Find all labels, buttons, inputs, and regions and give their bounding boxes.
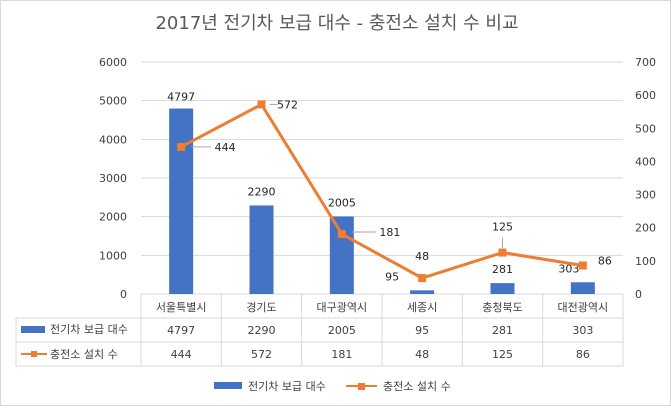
legend-label: 충전소 설치 수 bbox=[383, 380, 451, 393]
y-left-tick-label: 5000 bbox=[99, 95, 127, 108]
line-path bbox=[180, 102, 584, 280]
category-label: 경기도 bbox=[246, 301, 276, 314]
y-left-tick-label: 1000 bbox=[99, 249, 127, 262]
table-cell: 303 bbox=[572, 324, 593, 337]
table-cell: 2290 bbox=[248, 324, 276, 337]
line-data-label: 48 bbox=[415, 250, 429, 263]
legend-key-bar bbox=[214, 382, 242, 389]
table-row-label: 전기차 보급 대수 bbox=[50, 323, 128, 336]
category-label: 대구광역시 bbox=[317, 301, 368, 314]
bar-data-label: 281 bbox=[492, 263, 513, 276]
table-key-marker bbox=[31, 351, 37, 357]
bar-data-label: 2290 bbox=[248, 185, 276, 198]
line-data-label: 181 bbox=[379, 226, 400, 239]
bar bbox=[169, 108, 194, 295]
bar bbox=[490, 283, 515, 294]
legend-key-marker bbox=[358, 383, 365, 390]
line-marker bbox=[177, 142, 186, 151]
bar bbox=[249, 205, 274, 294]
category-label: 서울특별시 bbox=[156, 301, 207, 314]
category-label: 대전광역시 bbox=[558, 301, 609, 314]
table-row-label: 충전소 설치 수 bbox=[50, 348, 118, 361]
table-cell: 4797 bbox=[167, 324, 195, 337]
bar-data-label: 4797 bbox=[167, 91, 195, 104]
y-right-tick-label: 0 bbox=[635, 288, 642, 301]
table-cell: 181 bbox=[331, 348, 352, 361]
table-cell: 125 bbox=[492, 348, 513, 361]
y-right-tick-label: 200 bbox=[635, 222, 656, 235]
line-data-label: 572 bbox=[277, 98, 298, 111]
table-cell: 86 bbox=[576, 348, 590, 361]
y-right-tick-label: 600 bbox=[635, 89, 656, 102]
line-data-label: 125 bbox=[492, 221, 513, 234]
y-right-tick-label: 100 bbox=[635, 255, 656, 268]
line-series: 444 572 181 48 125 86 bbox=[177, 98, 612, 283]
y-left-tick-label: 4000 bbox=[99, 133, 127, 146]
table-cell: 2005 bbox=[328, 324, 356, 337]
table-cell: 48 bbox=[415, 348, 429, 361]
line-data-label: 86 bbox=[598, 254, 612, 267]
table-cell: 95 bbox=[415, 324, 429, 337]
y-left-tick-label: 0 bbox=[120, 288, 127, 301]
table-cell: 281 bbox=[492, 324, 513, 337]
y-right-tick-label: 500 bbox=[635, 122, 656, 135]
legend: 전기차 보급 대수 충전소 설치 수 bbox=[214, 380, 451, 393]
category-label: 세종시 bbox=[407, 301, 437, 314]
y-right-tick-label: 300 bbox=[635, 189, 656, 202]
y-left-tick-label: 3000 bbox=[99, 172, 127, 185]
category-label: 충청북도 bbox=[482, 301, 522, 314]
bar-data-label: 2005 bbox=[328, 196, 356, 209]
line-marker bbox=[337, 230, 346, 239]
table-key-bar bbox=[21, 326, 45, 333]
table-cell: 572 bbox=[251, 348, 272, 361]
bar bbox=[410, 290, 435, 294]
y-right-tick-label: 400 bbox=[635, 155, 656, 168]
y-right-tick-label: 700 bbox=[635, 56, 656, 69]
bar-data-label: 95 bbox=[385, 270, 399, 283]
y-left-tick-label: 2000 bbox=[99, 211, 127, 224]
right-axis: 0 100 200 300 400 500 600 700 bbox=[635, 56, 656, 301]
line-marker bbox=[257, 100, 266, 109]
line-marker bbox=[578, 261, 587, 270]
chart-title: 2017년 전기차 보급 대수 - 충전소 설치 수 비교 bbox=[155, 13, 518, 34]
line-marker bbox=[498, 248, 507, 257]
y-left-tick-label: 6000 bbox=[99, 56, 127, 69]
line-data-label: 444 bbox=[215, 141, 236, 154]
table-cell: 444 bbox=[171, 348, 192, 361]
line-marker bbox=[418, 274, 427, 283]
legend-label: 전기차 보급 대수 bbox=[248, 380, 326, 393]
bar bbox=[570, 282, 595, 294]
left-axis: 0 1000 2000 3000 4000 5000 6000 bbox=[99, 56, 127, 301]
bar bbox=[329, 216, 354, 294]
